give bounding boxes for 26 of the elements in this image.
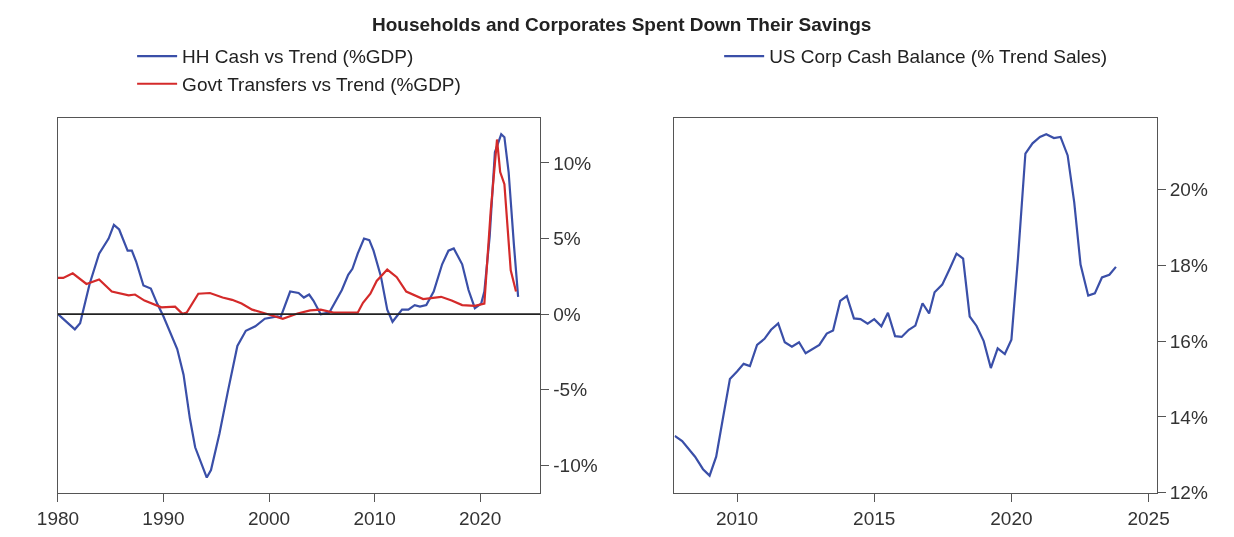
x-tick-label: 2020 xyxy=(458,507,502,529)
x-tick-label: 2015 xyxy=(853,507,896,529)
y-tick-label: 14% xyxy=(1169,406,1208,428)
legend-label: HH Cash vs Trend (%GDP) xyxy=(182,46,414,68)
y-tick-label: 10% xyxy=(553,152,592,174)
x-tick-label: 1990 xyxy=(142,507,185,529)
x-tick-label: 2010 xyxy=(715,507,759,529)
y-tick-label: 16% xyxy=(1169,330,1208,352)
x-tick-label: 2000 xyxy=(247,507,291,529)
line-series xyxy=(57,133,520,479)
x-tick-label: 2010 xyxy=(353,507,396,529)
x-tick-label: 2025 xyxy=(1127,507,1170,529)
legend-label: Govt Transfers vs Trend (%GDP) xyxy=(182,74,461,96)
text: Households and Corporates Spent Down Their Savings xyxy=(372,14,872,35)
y-tick-label: 18% xyxy=(1169,254,1208,276)
y-tick-label: 0% xyxy=(553,303,581,325)
x-tick-label: 1980 xyxy=(36,507,80,529)
y-tick-label: 5% xyxy=(553,228,581,250)
y-tick-label: 12% xyxy=(1169,482,1208,504)
line-series xyxy=(57,138,518,320)
legend-label: US Corp Cash Balance (% Trend Sales) xyxy=(769,46,1108,68)
line-series xyxy=(674,133,1118,477)
y-tick-label: -10% xyxy=(553,455,598,477)
y-tick-label: -5% xyxy=(553,379,588,401)
y-tick-label: 20% xyxy=(1169,179,1208,201)
x-tick-label: 2020 xyxy=(990,507,1033,529)
